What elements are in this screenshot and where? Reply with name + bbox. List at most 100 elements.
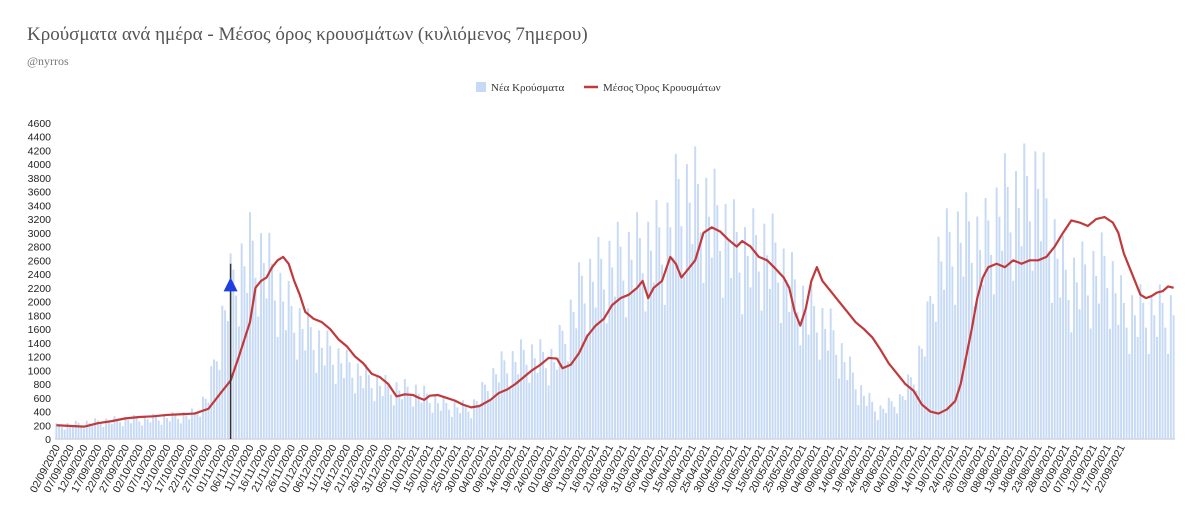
- bar: [486, 391, 489, 439]
- bar: [705, 177, 708, 439]
- bar: [60, 427, 63, 439]
- bar: [80, 425, 83, 439]
- bar: [116, 418, 119, 439]
- bar: [586, 333, 589, 439]
- bar: [796, 312, 799, 439]
- bar: [544, 368, 547, 439]
- bar: [484, 384, 486, 439]
- bar: [550, 348, 553, 439]
- bar: [201, 396, 204, 439]
- bar: [555, 369, 558, 439]
- bar: [984, 197, 987, 439]
- bar: [323, 365, 326, 439]
- bar: [1064, 269, 1067, 439]
- bar: [130, 423, 133, 439]
- bar: [265, 298, 268, 439]
- bar: [1070, 332, 1073, 439]
- bar: [154, 416, 157, 439]
- bar: [157, 420, 160, 439]
- bar: [807, 334, 810, 439]
- bar: [721, 297, 724, 439]
- bar: [575, 328, 578, 439]
- bar: [334, 383, 337, 439]
- bar: [160, 424, 163, 439]
- bar: [846, 380, 849, 439]
- bar: [425, 393, 428, 439]
- bar: [307, 308, 310, 439]
- bar: [1015, 171, 1017, 439]
- bar: [296, 359, 298, 439]
- chart-title: Κρούσματα ανά ημέρα - Μέσος όρος κρουσμά…: [27, 24, 588, 45]
- bar: [141, 425, 144, 439]
- bar: [1009, 232, 1012, 439]
- bar: [1117, 324, 1120, 439]
- bar: [312, 349, 315, 439]
- bar: [240, 243, 243, 439]
- bar: [591, 281, 594, 439]
- bar: [91, 425, 94, 439]
- bar: [976, 216, 979, 439]
- bar: [445, 403, 448, 439]
- bar: [196, 413, 199, 439]
- bar: [896, 413, 899, 439]
- bar: [467, 411, 470, 439]
- bar: [185, 415, 188, 439]
- bar: [1161, 302, 1164, 439]
- bar: [514, 362, 517, 439]
- bar: [561, 330, 564, 439]
- triangle-marker-icon: [223, 277, 238, 292]
- bar: [110, 424, 113, 439]
- bar: [232, 269, 235, 439]
- bar: [826, 350, 829, 439]
- bar: [782, 248, 785, 439]
- bar: [74, 420, 77, 439]
- bar: [1073, 257, 1076, 439]
- bar: [448, 409, 451, 439]
- bar: [990, 254, 993, 439]
- bar: [1012, 280, 1015, 439]
- bar: [611, 267, 614, 439]
- bar: [378, 385, 381, 439]
- legend-bars-label: Νέα Κρούσματα: [491, 82, 564, 94]
- bar: [536, 372, 539, 439]
- bar: [652, 282, 655, 439]
- bar: [127, 420, 130, 439]
- bar: [376, 376, 379, 439]
- bar: [251, 240, 254, 439]
- bar: [885, 412, 887, 439]
- bar: [893, 406, 896, 439]
- bar: [528, 382, 531, 439]
- bar: [511, 351, 514, 439]
- bar: [138, 421, 141, 439]
- bar: [320, 347, 323, 439]
- bar: [470, 418, 473, 439]
- bar: [600, 258, 603, 439]
- bar: [661, 264, 663, 439]
- bar: [998, 216, 1001, 439]
- bar: [439, 410, 442, 439]
- bar: [674, 153, 677, 440]
- bar: [1144, 327, 1147, 439]
- bar: [691, 243, 694, 439]
- bar: [152, 413, 155, 439]
- bar: [392, 405, 395, 439]
- bar: [99, 423, 102, 439]
- y-tick-label: 3400: [28, 200, 52, 212]
- bar: [135, 417, 138, 439]
- bar: [1092, 250, 1095, 439]
- bar: [713, 168, 716, 440]
- bar: [105, 418, 108, 439]
- bar: [279, 272, 282, 439]
- bar: [331, 364, 334, 439]
- bar: [450, 416, 453, 439]
- bar: [956, 211, 959, 439]
- bar: [907, 374, 910, 439]
- bar: [69, 424, 72, 439]
- annotation-marker: [223, 263, 238, 439]
- bar: [788, 311, 791, 439]
- bar: [882, 408, 885, 439]
- chart-subtitle: @nyrros: [27, 54, 69, 68]
- y-tick-label: 1600: [28, 324, 52, 336]
- bar: [182, 412, 185, 439]
- bar: [1067, 299, 1070, 439]
